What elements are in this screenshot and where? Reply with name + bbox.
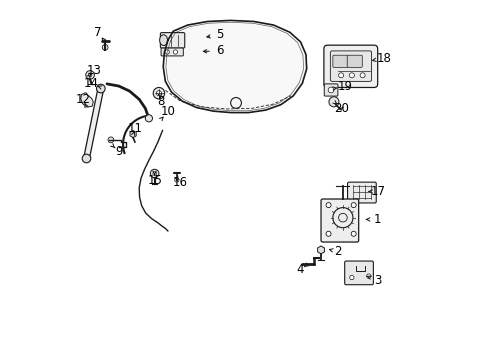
Text: 17: 17 xyxy=(370,185,385,198)
Circle shape xyxy=(339,73,343,78)
FancyBboxPatch shape xyxy=(333,55,348,67)
Polygon shape xyxy=(130,131,136,138)
Text: 12: 12 xyxy=(75,93,91,106)
FancyBboxPatch shape xyxy=(324,84,338,96)
Text: 3: 3 xyxy=(374,274,381,287)
Text: 6: 6 xyxy=(216,44,223,57)
Circle shape xyxy=(146,115,152,122)
Text: 13: 13 xyxy=(87,64,102,77)
FancyBboxPatch shape xyxy=(330,51,371,81)
Text: 2: 2 xyxy=(335,245,342,258)
Polygon shape xyxy=(163,21,307,113)
Circle shape xyxy=(351,203,356,208)
Text: 5: 5 xyxy=(216,28,223,41)
Text: 10: 10 xyxy=(160,105,175,118)
Polygon shape xyxy=(81,93,93,107)
Circle shape xyxy=(150,169,159,178)
Text: 7: 7 xyxy=(94,27,102,40)
FancyBboxPatch shape xyxy=(344,261,373,285)
Circle shape xyxy=(102,44,108,50)
Circle shape xyxy=(156,91,161,96)
Text: 8: 8 xyxy=(157,95,165,108)
Text: 20: 20 xyxy=(334,102,349,115)
Circle shape xyxy=(349,73,354,78)
Text: 19: 19 xyxy=(337,80,352,93)
Text: 16: 16 xyxy=(173,176,188,189)
Circle shape xyxy=(367,274,371,278)
Circle shape xyxy=(153,172,156,175)
FancyBboxPatch shape xyxy=(160,33,185,48)
Ellipse shape xyxy=(160,35,168,45)
Circle shape xyxy=(350,275,354,280)
Text: 1: 1 xyxy=(374,213,381,226)
FancyBboxPatch shape xyxy=(324,45,378,87)
Circle shape xyxy=(97,84,105,93)
Circle shape xyxy=(173,50,177,54)
Circle shape xyxy=(175,178,179,182)
Text: 9: 9 xyxy=(115,145,122,158)
Text: 4: 4 xyxy=(297,263,304,276)
Circle shape xyxy=(351,231,356,236)
Circle shape xyxy=(328,87,334,93)
Circle shape xyxy=(86,71,95,79)
Text: 11: 11 xyxy=(128,122,143,135)
Polygon shape xyxy=(84,88,104,159)
Polygon shape xyxy=(318,246,324,254)
Text: 18: 18 xyxy=(377,51,392,64)
Circle shape xyxy=(329,97,339,107)
Circle shape xyxy=(88,73,92,77)
Circle shape xyxy=(153,87,165,99)
FancyBboxPatch shape xyxy=(347,55,362,67)
Circle shape xyxy=(360,73,365,78)
Circle shape xyxy=(108,137,114,143)
FancyBboxPatch shape xyxy=(347,182,376,203)
Text: 15: 15 xyxy=(147,174,162,186)
Circle shape xyxy=(82,154,91,163)
FancyBboxPatch shape xyxy=(321,199,359,242)
Circle shape xyxy=(326,203,331,208)
Text: 14: 14 xyxy=(84,77,99,90)
FancyBboxPatch shape xyxy=(161,48,183,56)
Circle shape xyxy=(165,50,170,54)
Circle shape xyxy=(326,231,331,236)
